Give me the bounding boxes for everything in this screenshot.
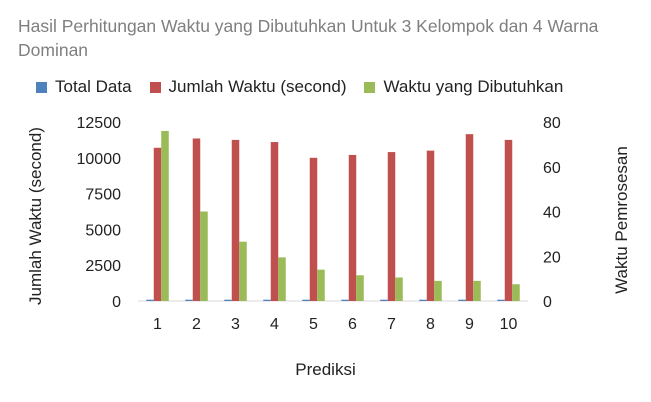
x-tick: 4 [270, 316, 279, 333]
bar-jumlah-waktu-second-2 [192, 138, 201, 301]
bar-jumlah-waktu-second-10 [504, 139, 513, 301]
legend-label-total-data: Total Data [55, 77, 132, 96]
bar-waktu-yang-dibutuhkan-5 [317, 269, 325, 301]
chart-title: Hasil Perhitungan Waktu yang Dibutuhkan … [18, 16, 599, 60]
legend-swatch-total-data [36, 81, 47, 93]
x-axis-label: Prediksi [295, 360, 356, 379]
bar-total-data-7 [380, 299, 388, 301]
bar-waktu-yang-dibutuhkan-1 [161, 130, 169, 301]
bar-jumlah-waktu-second-7 [387, 152, 396, 301]
y-tick-left: 12500 [77, 115, 122, 132]
y-tick-right: 0 [543, 294, 552, 311]
bar-total-data-9 [458, 299, 466, 301]
x-tick: 6 [348, 316, 357, 333]
bar-total-data-5 [302, 299, 310, 301]
x-tick: 10 [500, 316, 518, 333]
bar-jumlah-waktu-second-6 [348, 154, 357, 301]
bar-waktu-yang-dibutuhkan-4 [278, 257, 286, 301]
bar-jumlah-waktu-second-4 [270, 142, 279, 301]
y-tick-left: 7500 [85, 187, 121, 204]
bar-waktu-yang-dibutuhkan-10 [512, 284, 520, 301]
legend: Total Data Jumlah Waktu (second) Waktu y… [36, 76, 581, 98]
bar-jumlah-waktu-second-8 [426, 150, 435, 301]
bar-total-data-4 [263, 299, 271, 301]
legend-swatch-waktu-dibutuhkan [364, 81, 376, 93]
bar-jumlah-waktu-second-9 [465, 134, 474, 301]
y-tick-right: 80 [543, 115, 561, 132]
legend-item-waktu-dibutuhkan: Waktu yang Dibutuhkan [364, 77, 563, 97]
bar-waktu-yang-dibutuhkan-2 [200, 211, 208, 301]
bar-waktu-yang-dibutuhkan-6 [356, 275, 364, 301]
bar-total-data-2 [185, 299, 193, 301]
legend-item-total-data: Total Data [36, 77, 132, 97]
bar-waktu-yang-dibutuhkan-9 [473, 280, 481, 301]
x-tick: 5 [309, 316, 318, 333]
y-tick-left: 5000 [85, 222, 121, 239]
bar-jumlah-waktu-second-5 [309, 157, 318, 301]
x-tick: 2 [192, 316, 201, 333]
legend-item-jumlah-waktu: Jumlah Waktu (second) [149, 77, 347, 97]
legend-label-jumlah-waktu: Jumlah Waktu (second) [168, 77, 347, 96]
bar-jumlah-waktu-second-1 [153, 147, 162, 301]
y-tick-right: 40 [543, 205, 561, 222]
bar-total-data-1 [146, 299, 154, 301]
y-tick-right: 60 [543, 160, 561, 177]
x-tick: 3 [231, 316, 240, 333]
x-tick: 7 [387, 316, 396, 333]
x-tick: 8 [426, 316, 435, 333]
bar-jumlah-waktu-second-3 [231, 139, 240, 301]
x-tick: 1 [153, 316, 162, 333]
y-tick-right: 20 [543, 249, 561, 266]
bar-total-data-8 [419, 299, 427, 301]
bar-total-data-6 [341, 299, 349, 301]
y-tick-left: 0 [112, 294, 121, 311]
bar-total-data-10 [497, 299, 505, 301]
bar-waktu-yang-dibutuhkan-7 [395, 277, 403, 301]
x-tick: 9 [465, 316, 474, 333]
y-tick-left: 2500 [85, 258, 121, 275]
legend-swatch-jumlah-waktu [149, 81, 161, 93]
legend-label-waktu-dibutuhkan: Waktu yang Dibutuhkan [383, 77, 564, 96]
bar-total-data-3 [224, 299, 232, 301]
bar-waktu-yang-dibutuhkan-8 [434, 280, 442, 301]
bar-waktu-yang-dibutuhkan-3 [239, 241, 247, 301]
y-tick-left: 10000 [77, 151, 122, 168]
